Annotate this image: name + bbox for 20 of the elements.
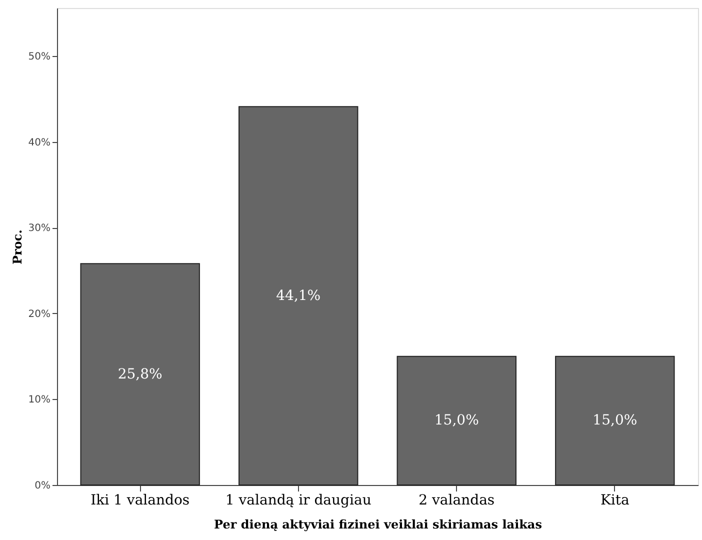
y-tick-label: 0% — [34, 480, 50, 492]
x-axis-title: Per dieną aktyviai fizinei veiklai skiriamas laikas — [214, 518, 542, 532]
x-tick-label: Kita — [600, 492, 630, 508]
x-tick-label: 1 valandą ir daugiau — [225, 492, 372, 508]
y-tick-label: 40% — [28, 137, 50, 148]
y-tick-label: 30% — [28, 223, 50, 234]
bar — [396, 356, 516, 486]
bar — [80, 263, 200, 486]
y-tick-label: 50% — [28, 52, 50, 63]
data-label: 44,1% — [276, 288, 321, 304]
y-tick-label: 10% — [28, 394, 50, 406]
x-tick-label: 2 valandas — [418, 492, 495, 508]
x-tick-label: Iki 1 valandos — [90, 492, 190, 508]
data-label: 15,0% — [434, 412, 479, 429]
bar — [238, 106, 358, 486]
y-axis-title: Proc. — [10, 230, 24, 264]
bar — [555, 356, 675, 486]
y-tick-label: 20% — [28, 308, 50, 320]
data-label: 15,0% — [592, 412, 638, 429]
data-label: 25,8% — [118, 366, 162, 382]
